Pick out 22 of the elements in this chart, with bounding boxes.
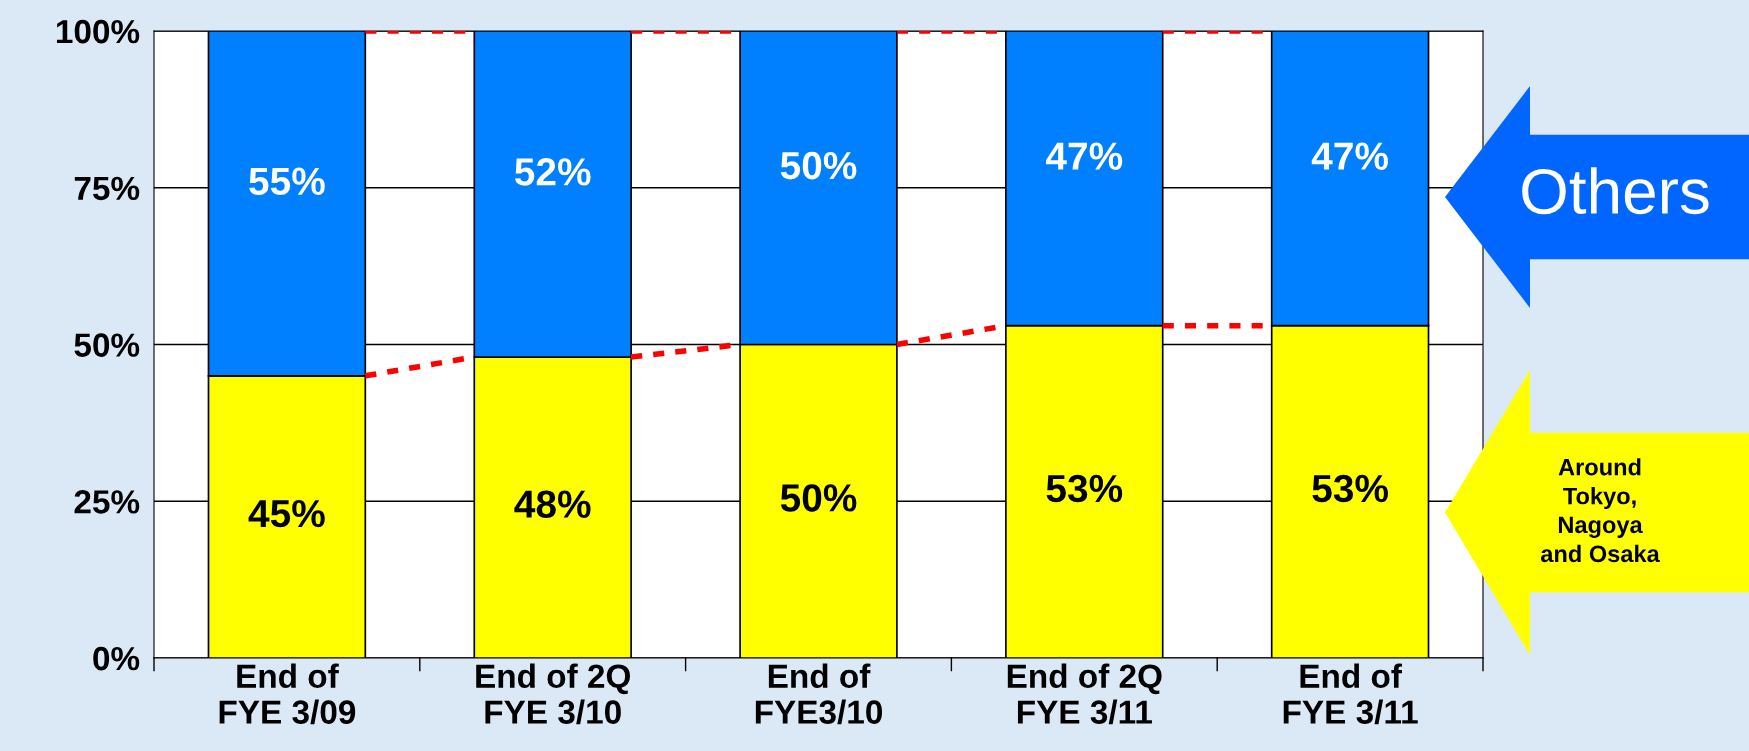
y-tick-label: 25% [74,490,140,514]
text: Around Tokyo, Nagoya and Osaka [1540,458,1660,563]
y-tick-label: 50% [74,333,140,357]
x-tick-label: End of FYE 3/11 [1283,663,1418,725]
series-label: Others [1522,167,1709,215]
data-label: 45% [248,499,325,528]
data-label: 50% [780,484,857,512]
data-label: 53% [1046,474,1123,503]
data-label: 47% [1045,142,1123,170]
data-label: 47% [1311,142,1388,170]
y-tick-label: 0% [93,646,140,671]
x-tick-label: End of FYE 3/09 [219,663,356,725]
data-label: 55% [249,167,325,196]
x-tick-label: End of 2Q FYE 3/10 [476,663,631,725]
y-tick-label: 75% [74,176,140,201]
data-label: 53% [1312,474,1388,503]
y-tick-label: 100% [56,19,140,44]
data-label: 52% [514,158,591,186]
x-tick-label: End of FYE3/10 [755,663,882,725]
data-label: 50% [780,151,857,180]
x-tick-label: End of 2Q FYE 3/11 [1007,663,1162,725]
data-label: 48% [514,490,591,518]
